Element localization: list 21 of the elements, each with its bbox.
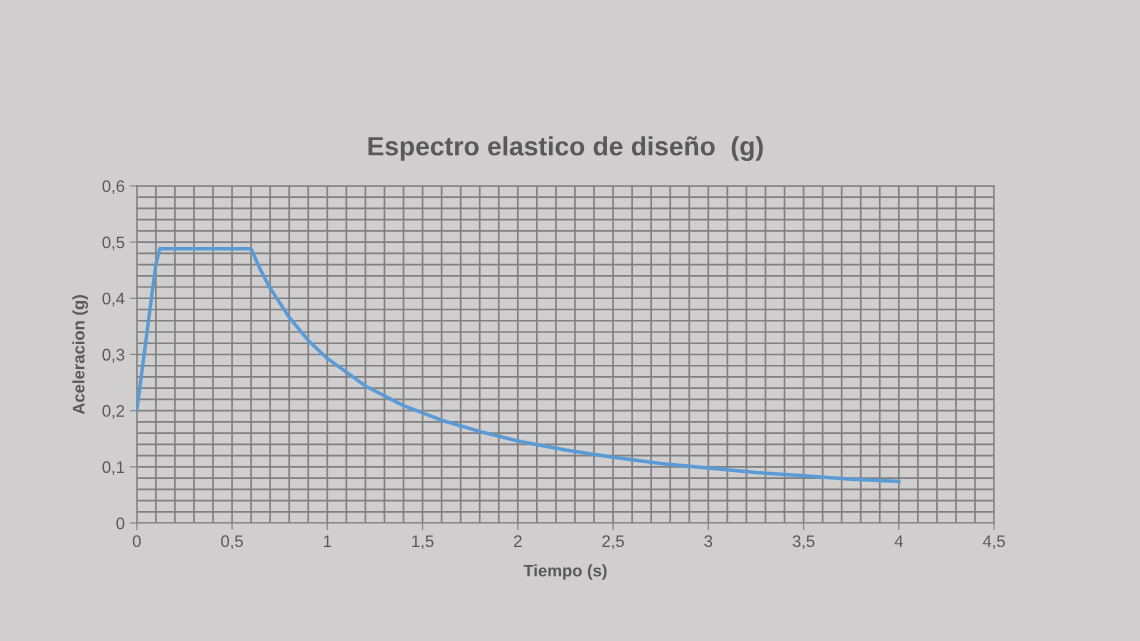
- x-tick-label: 3,5: [792, 535, 815, 550]
- x-tick-label: 0: [132, 535, 141, 548]
- x-tick-label: 2,5: [602, 535, 624, 550]
- y-tick-label: 0,5: [102, 236, 125, 251]
- y-tick-label: 0,3: [102, 348, 125, 363]
- x-tick-label: 3: [704, 535, 713, 548]
- x-tick-label: 1: [323, 535, 332, 547]
- x-tick-label: 4,5: [982, 535, 1005, 550]
- x-tick-label: 1,5: [412, 535, 434, 550]
- y-axis-title: Aceleracion (g): [72, 295, 88, 415]
- x-tick-label: 2: [514, 535, 522, 547]
- x-tick-label: 4: [894, 535, 903, 547]
- y-tick-label: 0,6: [102, 180, 125, 195]
- y-tick-label: 0: [116, 517, 125, 530]
- line-series: [136, 247, 901, 484]
- y-tick-label: 0,4: [102, 292, 125, 307]
- x-tick-label: 0,5: [221, 535, 243, 550]
- x-axis-title: Tiempo (s): [523, 564, 607, 580]
- chart-title: Espectro elastico de diseño (g): [368, 136, 763, 161]
- y-tick-label: 0,1: [102, 461, 125, 476]
- y-tick-label: 0,2: [102, 405, 125, 419]
